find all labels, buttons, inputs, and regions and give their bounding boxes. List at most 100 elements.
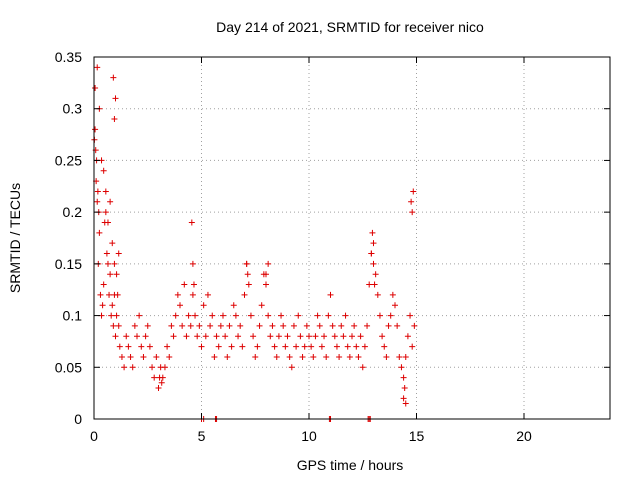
data-point — [389, 291, 396, 298]
data-point — [271, 343, 278, 350]
data-point — [100, 167, 107, 174]
data-point — [108, 312, 115, 319]
data-point — [269, 322, 276, 329]
data-point — [401, 384, 408, 391]
data-point — [254, 343, 261, 350]
data-point — [185, 312, 192, 319]
data-point — [106, 291, 113, 298]
data-point — [364, 322, 371, 329]
data-point — [366, 281, 373, 288]
data-point — [189, 260, 196, 267]
data-point — [368, 250, 375, 257]
data-point — [329, 322, 336, 329]
data-point — [172, 312, 179, 319]
data-point — [243, 260, 250, 267]
data-point — [379, 333, 386, 340]
data-point — [282, 343, 289, 350]
data-point — [385, 322, 392, 329]
data-point — [144, 322, 151, 329]
y-tick-label: 0 — [74, 411, 82, 427]
data-point — [131, 322, 138, 329]
data-point — [396, 353, 403, 360]
x-tick-label: 15 — [409, 428, 425, 444]
data-point — [250, 333, 257, 340]
data-point — [392, 302, 398, 309]
data-point — [314, 312, 321, 319]
data-point — [409, 209, 416, 216]
data-point — [400, 374, 407, 381]
data-point — [369, 229, 376, 236]
y-tick-label: 0.1 — [63, 308, 83, 324]
data-point — [96, 229, 103, 236]
data-point — [94, 198, 101, 205]
y-tick-label: 0.15 — [55, 256, 82, 272]
data-point — [321, 333, 328, 340]
data-point — [323, 353, 330, 360]
x-axis-label: GPS time / hours — [297, 457, 404, 473]
data-point — [161, 364, 168, 371]
data-point — [400, 395, 407, 402]
data-point — [239, 343, 246, 350]
data-point — [158, 379, 165, 386]
data-point — [168, 322, 175, 329]
data-point — [318, 343, 325, 350]
data-point — [183, 333, 190, 340]
data-point — [164, 343, 171, 350]
y-tick-label: 0.3 — [63, 101, 83, 117]
data-point — [109, 302, 116, 309]
data-point — [308, 343, 315, 350]
data-point — [102, 209, 109, 216]
data-point — [110, 74, 117, 81]
data-point — [222, 333, 229, 340]
data-point — [376, 312, 383, 319]
data-point — [134, 333, 140, 340]
data-point — [107, 271, 114, 278]
data-point — [273, 353, 280, 360]
data-point — [370, 260, 377, 267]
data-point — [346, 353, 353, 360]
data-point — [104, 219, 111, 226]
data-point — [155, 384, 162, 391]
data-point — [361, 343, 368, 350]
data-point — [303, 322, 310, 329]
data-point — [333, 343, 340, 350]
data-point — [244, 271, 251, 278]
x-tick-label: 10 — [301, 428, 317, 444]
data-point — [288, 364, 295, 371]
data-point — [194, 333, 201, 340]
data-point — [138, 343, 145, 350]
data-point — [115, 250, 122, 257]
data-point — [179, 322, 186, 329]
data-point — [344, 343, 351, 350]
data-point — [177, 302, 183, 309]
data-point — [174, 291, 181, 298]
data-point — [312, 333, 319, 340]
data-point — [263, 281, 269, 288]
data-point — [123, 333, 130, 340]
data-point — [381, 343, 388, 350]
data-point — [331, 333, 338, 340]
data-point — [241, 291, 248, 298]
data-point — [310, 353, 317, 360]
data-point — [207, 322, 214, 329]
data-point — [190, 281, 197, 288]
data-point — [113, 271, 120, 278]
tick-labels: 0 5 10 15 20 0 0.05 0.1 0.15 0.2 0.25 0.3 0.35 — [55, 49, 532, 444]
data-point — [410, 188, 417, 195]
data-point — [265, 260, 272, 267]
x-tick-label: 5 — [198, 428, 206, 444]
data-point — [99, 302, 106, 309]
plot-frame — [93, 56, 611, 420]
data-point — [230, 302, 237, 309]
data-point — [338, 322, 345, 329]
data-point — [372, 271, 379, 278]
data-point — [306, 333, 312, 340]
data-point — [109, 240, 116, 247]
grid — [94, 57, 610, 419]
data-point — [170, 333, 177, 340]
data-point — [409, 343, 416, 350]
data-point — [226, 322, 233, 329]
data-point — [407, 312, 414, 319]
data-point — [118, 353, 125, 360]
